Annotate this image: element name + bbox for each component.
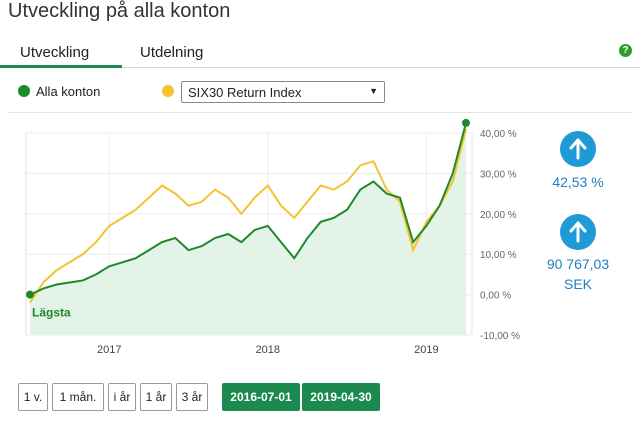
period-ytd-button[interactable]: i år: [108, 383, 136, 411]
y-tick-label: 40,00 %: [480, 129, 517, 140]
up-arrow-icon: [560, 131, 596, 167]
y-tick-label: 10,00 %: [480, 250, 517, 261]
y-tick-label: 20,00 %: [480, 210, 517, 221]
min-marker: [26, 290, 34, 299]
help-icon[interactable]: ?: [619, 44, 632, 57]
date-from-button[interactable]: 2016-07-01: [222, 383, 300, 411]
period-3y-button[interactable]: 3 år: [176, 383, 208, 411]
y-tick-label: 30,00 %: [480, 169, 517, 180]
series-area: [30, 122, 466, 336]
value-amount: 90 767,03: [546, 256, 610, 272]
up-arrow-icon: [560, 214, 596, 250]
tab-utdelning[interactable]: Utdelning: [140, 44, 204, 61]
series-label: Alla konton: [36, 84, 101, 99]
max-marker: [462, 118, 470, 127]
series-dot-icon: [18, 85, 30, 97]
period-1w-button[interactable]: 1 v.: [18, 383, 48, 411]
value-currency: SEK: [563, 276, 592, 292]
account-series-line: [29, 122, 467, 296]
tab-utveckling[interactable]: Utveckling: [20, 44, 90, 61]
x-tick-label: 2017: [97, 344, 121, 356]
period-1m-button[interactable]: 1 mån.: [52, 383, 104, 411]
y-tick-label: -10,00 %: [480, 331, 520, 342]
chart-area: 40,00 % 30,00 % 20,00 % 10,00 % 0,00 % -10,00…: [8, 98, 632, 368]
page-title: Utveckling på alla konton: [8, 0, 231, 22]
min-label: Lägsta: [32, 306, 71, 320]
return-percent: 42,53 %: [552, 174, 604, 190]
performance-chart: 40,00 % 30,00 % 20,00 % 10,00 % 0,00 % -10,00…: [25, 98, 520, 356]
x-tick-label: 2018: [256, 344, 280, 356]
active-tab-indicator: [0, 65, 122, 68]
date-to-button[interactable]: 2019-04-30: [302, 383, 380, 411]
y-tick-label: 0,00 %: [480, 291, 511, 302]
tab-bar: Utveckling Utdelning: [0, 38, 640, 68]
compare-index-select[interactable]: SIX30 Return Index ▼: [181, 81, 385, 103]
x-tick-label: 2019: [414, 344, 438, 356]
compare-dot-icon: [162, 85, 174, 97]
chart-legend: Alla konton SIX30 Return Index ▼: [0, 81, 640, 103]
period-1y-button[interactable]: 1 år: [140, 383, 172, 411]
compare-select-value: SIX30 Return Index: [188, 85, 302, 100]
dropdown-arrow-icon: ▼: [369, 86, 378, 96]
